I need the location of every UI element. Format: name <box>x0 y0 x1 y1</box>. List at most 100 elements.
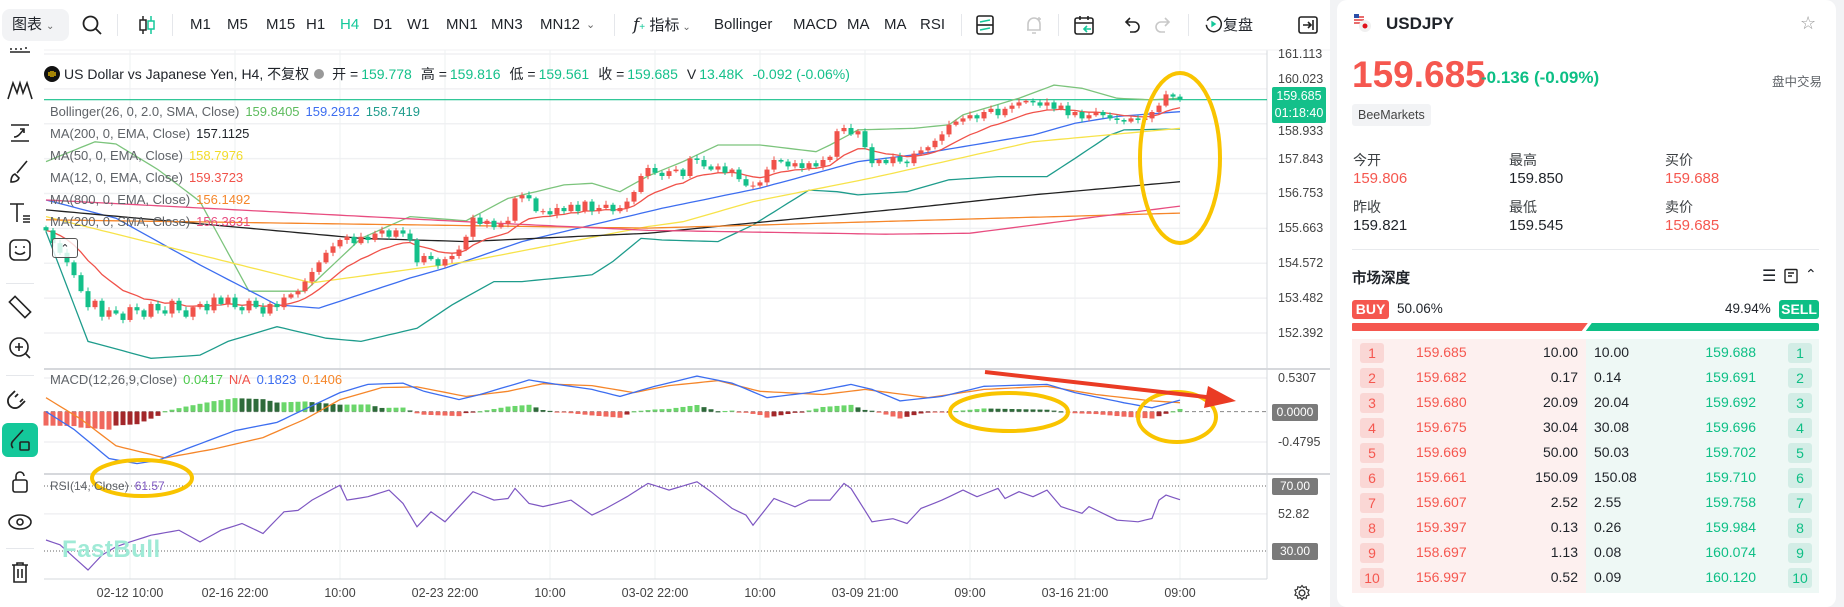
redo-icon[interactable] <box>1150 13 1174 37</box>
undo-icon[interactable] <box>1121 13 1145 37</box>
candlestick-icon[interactable] <box>135 13 159 37</box>
pattern-tool-icon[interactable] <box>5 75 35 105</box>
ruler-tool-icon[interactable] <box>5 292 35 322</box>
macd-histogram-bar <box>1100 411 1106 415</box>
candle-body <box>106 310 112 317</box>
candle-body <box>659 172 665 176</box>
order-book-row[interactable]: 10 156.997 0.52 0.09 160.120 10 <box>1352 565 1819 590</box>
macd-histogram-bar <box>141 411 147 422</box>
macd-histogram-bar <box>876 411 882 413</box>
order-book-row[interactable]: 7 159.607 2.52 2.55 159.758 7 <box>1352 490 1819 515</box>
candle <box>904 159 910 168</box>
candle-body <box>533 198 539 212</box>
candle <box>99 298 105 321</box>
candle-body <box>99 300 105 317</box>
timeframe-m1[interactable]: M1 <box>190 16 211 33</box>
quick-indicator-macd[interactable]: MACD <box>793 16 838 33</box>
quick-indicator-rsi[interactable]: RSI <box>920 16 946 33</box>
horizontal-line-tool-icon[interactable] <box>5 42 35 72</box>
candle <box>596 204 602 214</box>
ask-price: 159.692 <box>1705 394 1756 410</box>
trash-icon[interactable] <box>5 557 35 587</box>
highlight-ellipse <box>90 458 194 498</box>
collapse-depth-chevron-icon[interactable]: ⌃ <box>1805 266 1817 282</box>
candle-body <box>876 159 882 164</box>
timeframe-h1[interactable]: H1 <box>306 16 326 33</box>
open-value: 159.778 <box>361 66 412 82</box>
quick-indicator-ma[interactable]: MA <box>884 16 907 33</box>
timeframe-more-chevron-icon[interactable]: ⌄ <box>586 19 596 31</box>
chart-type-menu[interactable]: 图表 ⌄ <box>2 9 69 41</box>
candle <box>533 196 539 213</box>
candle <box>1079 109 1085 123</box>
macd-histogram-bar <box>92 411 98 429</box>
quick-indicator-bollinger[interactable]: Bollinger <box>714 16 773 33</box>
macd-histogram-bar <box>659 409 665 412</box>
timeframe-mn12[interactable]: MN12 <box>540 16 581 33</box>
candle <box>386 228 392 240</box>
chart-settings-gear-icon[interactable] <box>1292 583 1312 603</box>
order-book-row[interactable]: 4 159.675 30.04 30.08 159.696 4 <box>1352 415 1819 440</box>
alert-bell-icon[interactable] <box>1022 13 1046 37</box>
order-book-row[interactable]: 8 159.397 0.13 0.26 159.984 8 <box>1352 515 1819 540</box>
collapse-legend-button[interactable]: ⌃ <box>52 238 78 258</box>
timeframe-mn1[interactable]: MN1 <box>446 16 478 33</box>
order-book-row[interactable]: 2 159.682 0.17 0.14 159.691 2 <box>1352 365 1819 390</box>
timeframe-h4[interactable]: H4 <box>340 16 360 33</box>
candle <box>316 260 322 275</box>
order-book-row[interactable]: 3 159.680 20.09 20.04 159.692 3 <box>1352 390 1819 415</box>
trend-arrow-tool-icon[interactable] <box>5 117 35 147</box>
candle-body <box>1044 102 1050 106</box>
layout-icon[interactable] <box>973 13 997 37</box>
lock-drawings-button[interactable] <box>2 423 38 457</box>
macd-histogram-bar <box>869 410 875 412</box>
order-book-row[interactable]: 9 158.697 1.13 0.08 160.074 9 <box>1352 540 1819 565</box>
candle-body <box>729 169 735 173</box>
candle <box>855 129 861 138</box>
bid-quantity: 10.00 <box>1542 344 1578 360</box>
order-book-row[interactable]: 1 159.685 10.00 10.00 159.688 1 <box>1352 340 1819 365</box>
timeframe-d1[interactable]: D1 <box>373 16 393 33</box>
emoji-tool-icon[interactable] <box>5 235 35 265</box>
stat-label: 昨收 <box>1353 199 1381 215</box>
candle-body <box>127 307 133 320</box>
replay-button[interactable]: 复盘 <box>1203 14 1253 37</box>
candle <box>1023 99 1029 105</box>
quick-indicator-ma[interactable]: MA <box>847 16 870 33</box>
order-book-row[interactable]: 6 159.661 150.09 150.08 159.710 6 <box>1352 465 1819 490</box>
order-book-row[interactable]: 5 159.669 50.00 50.03 159.702 5 <box>1352 440 1819 465</box>
list-view-icon[interactable]: ☰ <box>1762 268 1777 285</box>
timeframe-m15[interactable]: M15 <box>266 16 296 33</box>
calendar-goto-icon[interactable] <box>1072 13 1096 37</box>
favorite-star-icon[interactable]: ☆ <box>1800 13 1817 33</box>
indicators-button[interactable]: f+ 指标 ⌄ <box>633 15 691 35</box>
candle-body <box>379 230 385 234</box>
magnet-icon[interactable] <box>5 385 35 415</box>
candle <box>862 128 868 150</box>
search-icon[interactable] <box>80 13 104 37</box>
macd-histogram-bar <box>743 411 749 413</box>
highlight-ellipse <box>1138 71 1222 245</box>
candle <box>1044 98 1050 110</box>
timeframe-w1[interactable]: W1 <box>407 16 430 33</box>
candle <box>806 161 812 171</box>
document-icon[interactable] <box>1783 268 1799 284</box>
zoom-in-icon[interactable] <box>5 333 35 363</box>
candle-body <box>1002 108 1008 116</box>
timeframe-mn3[interactable]: MN3 <box>491 16 523 33</box>
candle <box>1177 94 1183 102</box>
candle-body <box>890 156 896 164</box>
price-chart[interactable] <box>0 0 1330 607</box>
unlock-icon[interactable] <box>5 467 35 497</box>
collapse-panel-icon[interactable] <box>1296 13 1320 37</box>
candle-body <box>701 159 707 167</box>
text-tool-icon[interactable] <box>5 198 35 228</box>
brush-tool-icon[interactable] <box>5 157 35 187</box>
timeframe-m5[interactable]: M5 <box>227 16 248 33</box>
macd-histogram-bar <box>260 399 266 412</box>
candle-body <box>386 230 392 237</box>
macd-histogram-bar <box>176 408 182 412</box>
visibility-eye-icon[interactable] <box>5 507 35 537</box>
chevron-down-icon: ⌄ <box>46 21 55 32</box>
time-tick-label: 10:00 <box>744 586 776 600</box>
